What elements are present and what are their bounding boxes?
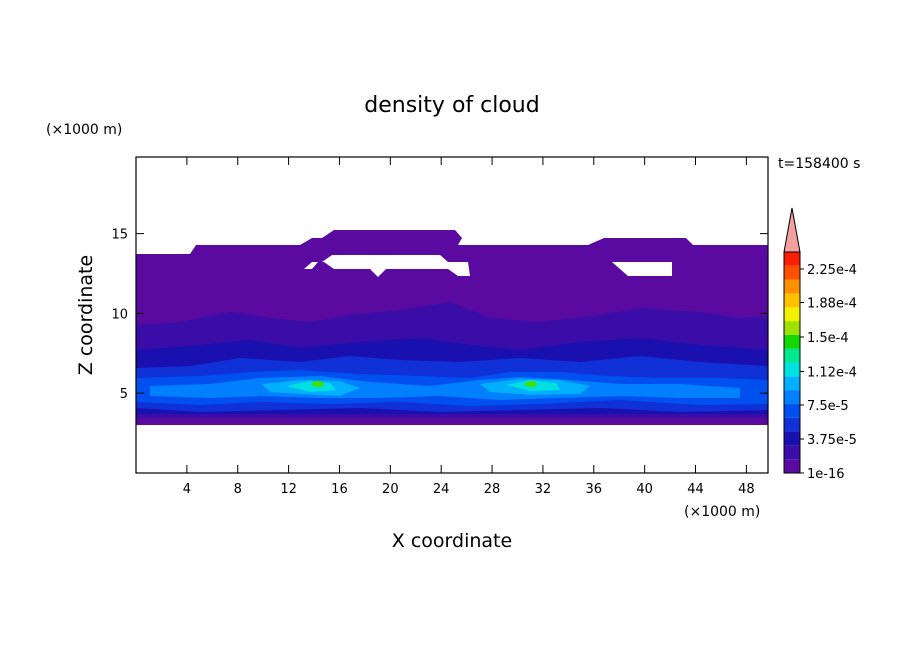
colorbar-band: [784, 376, 800, 391]
x-tick-label: 24: [433, 482, 450, 497]
y-label: Z coordinate: [75, 255, 97, 375]
colorbar-band: [784, 321, 800, 335]
contour-field: [136, 230, 768, 425]
colorbar-band: [784, 265, 800, 280]
colorbar-label: 1.12e-4: [807, 365, 857, 380]
contour-band: [525, 381, 537, 387]
x-tick-label: 12: [280, 482, 297, 497]
colorbar-label: 1.88e-4: [807, 297, 857, 312]
colorbar-band: [784, 403, 800, 418]
x-unit: (×1000 m): [684, 504, 760, 520]
contour-hole: [612, 262, 672, 276]
colorbar-band: [784, 348, 800, 363]
plot-frame: [135, 156, 769, 474]
x-tick-label: 44: [687, 482, 704, 497]
colorbar-band: [784, 293, 800, 308]
colorbar-band: [784, 279, 800, 294]
colorbar-band: [784, 431, 800, 446]
x-tick-label: 32: [535, 482, 552, 497]
x-tick-label: 4: [183, 482, 191, 497]
colorbar-label: 2.25e-4: [807, 263, 857, 278]
contour-band: [312, 381, 324, 387]
colorbar-band: [784, 417, 800, 432]
colorbar-band: [784, 445, 800, 460]
colorbar-band: [784, 252, 800, 266]
x-tick-label: 20: [382, 482, 399, 497]
colorbar-extend: [783, 207, 801, 253]
colorbar-band: [784, 362, 800, 377]
colorbar-band: [784, 459, 800, 473]
x-label: X coordinate: [392, 530, 512, 552]
x-tick-label: 16: [331, 482, 348, 497]
x-tick-label: 8: [234, 482, 242, 497]
time-annotation: t=158400 s: [778, 156, 860, 172]
contour-hole: [304, 255, 470, 277]
x-tick-label: 36: [586, 482, 603, 497]
x-tick-label: 40: [636, 482, 653, 497]
y-tick-label: 15: [111, 228, 128, 243]
colorbar-label: 1.5e-4: [807, 331, 849, 346]
y-unit: (×1000 m): [46, 122, 122, 138]
x-tick-label: 28: [484, 482, 501, 497]
colorbar-label: 3.75e-5: [807, 433, 857, 448]
y-tick-label: 5: [120, 387, 128, 402]
y-tick-label: 10: [111, 307, 128, 322]
colorbar-band: [784, 307, 800, 322]
x-tick-label: 48: [738, 482, 755, 497]
colorbar-frame: [783, 251, 801, 474]
colorbar-label: 1e-16: [807, 467, 845, 482]
colorbar-band: [784, 334, 800, 349]
chart-title: density of cloud: [364, 93, 539, 118]
colorbar-label: 7.5e-5: [807, 399, 849, 414]
colorbar-band: [784, 390, 800, 404]
